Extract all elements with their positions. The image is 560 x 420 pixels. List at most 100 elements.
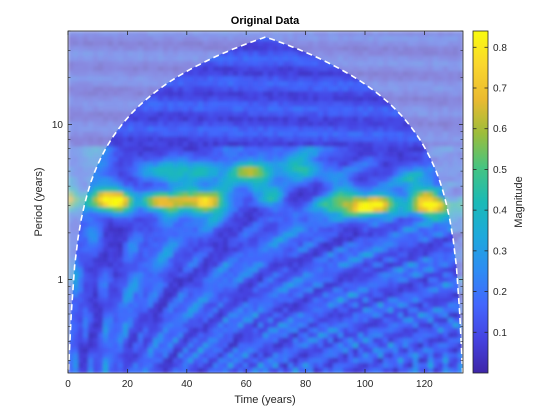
heatmap-cell xyxy=(178,66,184,72)
heatmap-cell xyxy=(143,217,149,223)
heatmap-cell xyxy=(448,186,454,193)
heatmap-cell xyxy=(443,156,449,163)
heatmap-cell xyxy=(228,277,234,284)
heatmap-cell xyxy=(118,171,124,178)
heatmap-cell xyxy=(363,317,369,324)
heatmap-cell xyxy=(203,146,209,153)
heatmap-cell xyxy=(428,191,434,198)
heatmap-cell xyxy=(73,126,79,133)
heatmap-cell xyxy=(323,126,329,133)
heatmap-cell xyxy=(388,91,394,97)
heatmap-cell xyxy=(323,116,329,123)
heatmap-cell xyxy=(258,322,264,329)
heatmap-cell xyxy=(308,171,314,178)
heatmap-cell xyxy=(223,227,229,233)
heatmap-cell xyxy=(183,41,189,47)
heatmap-cell xyxy=(443,337,449,344)
heatmap-cell xyxy=(338,337,344,344)
heatmap-cell xyxy=(448,106,454,113)
heatmap-cell xyxy=(383,232,389,238)
heatmap-cell xyxy=(113,227,119,233)
heatmap-cell xyxy=(213,207,219,213)
heatmap-cell xyxy=(328,41,334,47)
heatmap-cell xyxy=(383,61,389,67)
heatmap-cell xyxy=(248,212,254,218)
heatmap-cell xyxy=(368,252,374,258)
heatmap-cell xyxy=(163,166,169,173)
heatmap-cell xyxy=(168,56,174,62)
heatmap-cell xyxy=(183,101,189,108)
heatmap-cell xyxy=(303,282,309,289)
heatmap-cell xyxy=(148,292,154,299)
heatmap-cell xyxy=(113,312,119,319)
heatmap-cell xyxy=(163,71,169,77)
heatmap-cell xyxy=(213,272,219,279)
heatmap-cell xyxy=(443,307,449,314)
heatmap-cell xyxy=(118,327,124,334)
heatmap-cell xyxy=(68,71,74,77)
heatmap-cell xyxy=(443,46,449,52)
heatmap-cell xyxy=(153,136,159,143)
heatmap-cell xyxy=(418,196,424,203)
heatmap-cell xyxy=(238,166,244,173)
heatmap-cell xyxy=(453,191,459,198)
heatmap-cell xyxy=(228,302,234,309)
heatmap-cell xyxy=(378,91,384,97)
heatmap-cell xyxy=(198,267,204,274)
heatmap-cell xyxy=(298,116,304,123)
heatmap-cell xyxy=(303,337,309,344)
heatmap-cell xyxy=(418,302,424,309)
heatmap-cell xyxy=(73,66,79,72)
heatmap-cell xyxy=(413,106,419,113)
heatmap-cell xyxy=(73,222,79,228)
heatmap-cell xyxy=(108,347,114,354)
heatmap-cell xyxy=(163,51,169,57)
heatmap-cell xyxy=(433,161,439,168)
heatmap-cell xyxy=(198,171,204,178)
heatmap-cell xyxy=(123,202,129,208)
heatmap-cell xyxy=(193,31,199,37)
heatmap-cell xyxy=(208,217,214,223)
heatmap-cell xyxy=(158,81,164,87)
heatmap-cell xyxy=(223,247,229,253)
heatmap-cell xyxy=(393,337,399,344)
heatmap-cell xyxy=(228,207,234,213)
heatmap-cell xyxy=(218,297,224,304)
heatmap-cell xyxy=(148,66,154,72)
heatmap-cell xyxy=(408,332,414,339)
heatmap-cell xyxy=(338,267,344,274)
heatmap-cell xyxy=(138,121,144,128)
heatmap-cell xyxy=(413,141,419,148)
heatmap-cell xyxy=(68,202,74,208)
heatmap-cell xyxy=(83,307,89,314)
heatmap-cell xyxy=(143,171,149,178)
heatmap-cell xyxy=(98,247,104,253)
heatmap-cell xyxy=(458,51,463,57)
heatmap-cell xyxy=(273,151,279,158)
heatmap-cell xyxy=(448,302,454,309)
heatmap-cell xyxy=(283,267,289,274)
heatmap-cell xyxy=(303,247,309,253)
heatmap-cell xyxy=(168,96,174,103)
heatmap-cell xyxy=(308,116,314,123)
heatmap-cell xyxy=(393,86,399,92)
heatmap-cell xyxy=(108,161,114,168)
heatmap-cell xyxy=(393,202,399,208)
heatmap-cell xyxy=(213,176,219,183)
heatmap-cell xyxy=(113,146,119,153)
heatmap-cell xyxy=(393,307,399,314)
heatmap-cell xyxy=(273,41,279,47)
heatmap-cell xyxy=(153,146,159,153)
heatmap-cell xyxy=(103,347,109,354)
heatmap-cell xyxy=(123,227,129,233)
heatmap-cell xyxy=(163,161,169,168)
heatmap-cell xyxy=(393,181,399,188)
heatmap-cell xyxy=(333,232,339,238)
heatmap-cell xyxy=(198,217,204,223)
heatmap-cell xyxy=(308,61,314,67)
heatmap-cell xyxy=(153,277,159,284)
heatmap-cell xyxy=(288,277,294,284)
heatmap-cell xyxy=(113,166,119,173)
heatmap-cell xyxy=(293,151,299,158)
heatmap-cell xyxy=(438,101,444,108)
